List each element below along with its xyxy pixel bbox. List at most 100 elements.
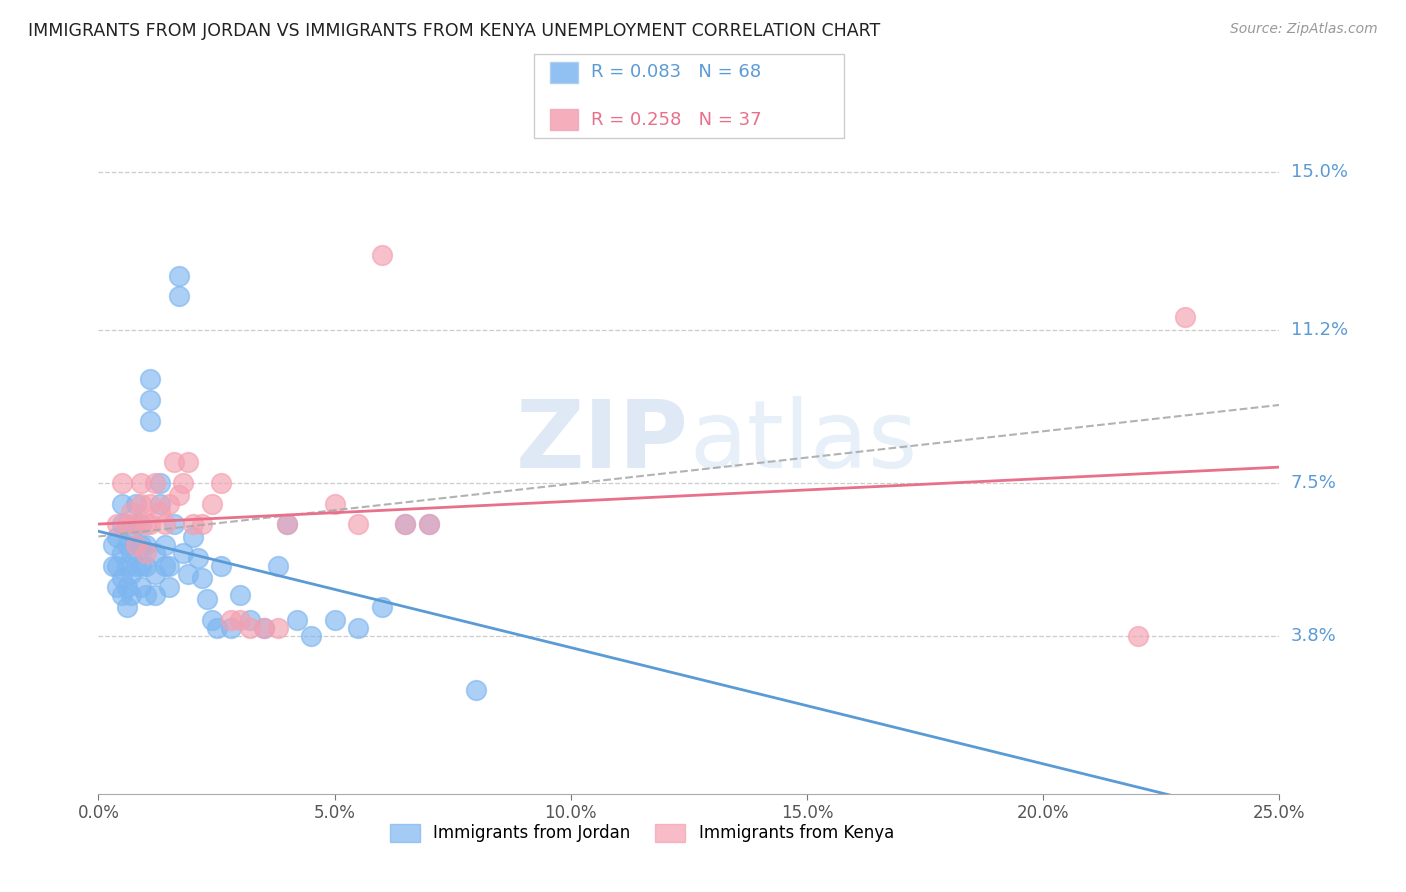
Point	[267, 621, 290, 635]
Point	[143, 567, 166, 582]
Point	[157, 497, 180, 511]
Point	[129, 517, 152, 532]
Point	[418, 517, 440, 532]
Point	[121, 588, 143, 602]
Point	[115, 580, 138, 594]
Point	[201, 497, 224, 511]
Point	[181, 530, 204, 544]
Point	[229, 588, 252, 602]
Point	[172, 546, 194, 560]
Point	[163, 455, 186, 469]
Point	[121, 546, 143, 560]
Point	[129, 497, 152, 511]
Text: 11.2%: 11.2%	[1291, 320, 1348, 339]
Point	[115, 517, 138, 532]
Point	[153, 558, 176, 573]
Point	[105, 517, 128, 532]
Point	[143, 475, 166, 490]
Point	[115, 558, 138, 573]
Point	[139, 517, 162, 532]
Point	[323, 613, 346, 627]
Point	[111, 571, 134, 585]
Legend: Immigrants from Jordan, Immigrants from Kenya: Immigrants from Jordan, Immigrants from …	[382, 817, 900, 849]
Point	[181, 517, 204, 532]
Point	[371, 600, 394, 615]
Text: atlas: atlas	[689, 395, 917, 488]
Point	[121, 525, 143, 540]
Point	[149, 505, 172, 519]
Point	[157, 580, 180, 594]
Text: R = 0.083   N = 68: R = 0.083 N = 68	[591, 63, 761, 81]
Point	[111, 517, 134, 532]
Point	[209, 475, 232, 490]
Point	[167, 289, 190, 303]
Point	[125, 538, 148, 552]
Point	[149, 497, 172, 511]
Point	[111, 546, 134, 560]
Point	[418, 517, 440, 532]
Point	[125, 517, 148, 532]
Point	[115, 517, 138, 532]
Point	[253, 621, 276, 635]
Point	[219, 613, 242, 627]
Point	[209, 558, 232, 573]
Point	[111, 588, 134, 602]
Point	[111, 497, 134, 511]
Point	[465, 683, 488, 698]
Text: 7.5%: 7.5%	[1291, 474, 1337, 492]
Point	[177, 567, 200, 582]
Point	[135, 546, 157, 560]
Point	[125, 538, 148, 552]
Point	[139, 497, 162, 511]
Point	[121, 567, 143, 582]
Point	[129, 558, 152, 573]
Point	[239, 613, 262, 627]
Point	[135, 558, 157, 573]
Point	[1174, 310, 1197, 325]
Point	[394, 517, 416, 532]
Point	[139, 393, 162, 408]
Point	[187, 550, 209, 565]
Point	[143, 546, 166, 560]
Text: ZIP: ZIP	[516, 395, 689, 488]
Point	[201, 613, 224, 627]
Point	[143, 588, 166, 602]
Point	[115, 600, 138, 615]
Point	[157, 558, 180, 573]
Point	[299, 629, 322, 643]
Text: IMMIGRANTS FROM JORDAN VS IMMIGRANTS FROM KENYA UNEMPLOYMENT CORRELATION CHART: IMMIGRANTS FROM JORDAN VS IMMIGRANTS FRO…	[28, 22, 880, 40]
Point	[172, 475, 194, 490]
Text: R = 0.258   N = 37: R = 0.258 N = 37	[591, 111, 761, 128]
Text: Source: ZipAtlas.com: Source: ZipAtlas.com	[1230, 22, 1378, 37]
Text: 15.0%: 15.0%	[1291, 163, 1347, 181]
Point	[191, 517, 214, 532]
Point	[253, 621, 276, 635]
Point	[371, 248, 394, 262]
Point	[219, 621, 242, 635]
Point	[153, 538, 176, 552]
Point	[135, 517, 157, 532]
Point	[394, 517, 416, 532]
Point	[105, 558, 128, 573]
Point	[267, 558, 290, 573]
Point	[1126, 629, 1149, 643]
Point	[121, 505, 143, 519]
Point	[129, 580, 152, 594]
Point	[125, 558, 148, 573]
Point	[105, 530, 128, 544]
Point	[125, 517, 148, 532]
Point	[167, 488, 190, 502]
Point	[195, 592, 218, 607]
Point	[205, 621, 228, 635]
Point	[105, 580, 128, 594]
Point	[101, 538, 124, 552]
Point	[177, 455, 200, 469]
Point	[149, 475, 172, 490]
Point	[285, 613, 308, 627]
Point	[276, 517, 298, 532]
Point	[139, 372, 162, 386]
Point	[125, 497, 148, 511]
Point	[153, 517, 176, 532]
Point	[139, 414, 162, 428]
Point	[163, 517, 186, 532]
